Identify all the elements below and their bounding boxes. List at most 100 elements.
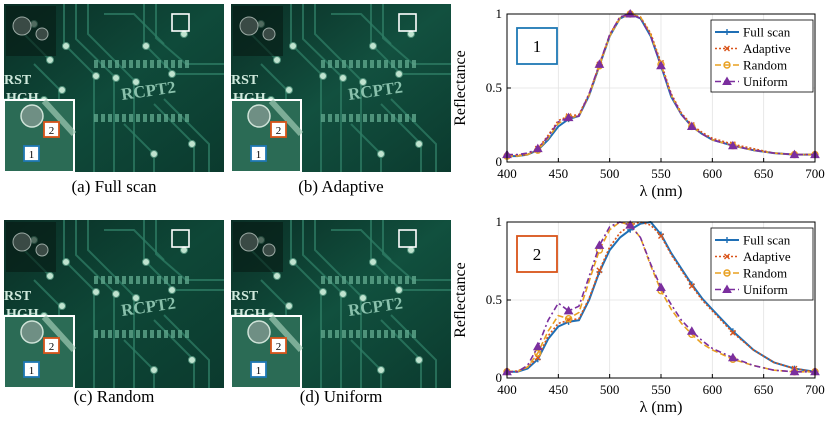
pcb-trace bbox=[290, 4, 322, 172]
x-tick-label: 550 bbox=[651, 382, 671, 397]
ic-pad bbox=[115, 114, 119, 122]
ic-pad bbox=[391, 114, 395, 122]
zoom-inset: 21 bbox=[4, 98, 77, 172]
silk-rst: RST bbox=[4, 289, 32, 304]
silk-rst: RST bbox=[231, 289, 259, 304]
ic-pad bbox=[143, 330, 147, 338]
ic-pad bbox=[150, 276, 154, 284]
x-tick-label: 450 bbox=[549, 166, 569, 181]
marker-1-box bbox=[23, 361, 40, 378]
pcb-via bbox=[359, 294, 367, 302]
legend-label: Uniform bbox=[743, 282, 788, 297]
y-axis-label: Reflectance bbox=[452, 50, 469, 126]
x-tick-label: 500 bbox=[600, 166, 620, 181]
region-badge bbox=[516, 235, 558, 273]
ic-pad bbox=[157, 276, 161, 284]
pcb-trace bbox=[63, 4, 95, 172]
x-tick-label: 700 bbox=[805, 166, 825, 181]
legend-marker bbox=[724, 45, 730, 52]
ic-pad bbox=[321, 60, 325, 68]
ic-pad bbox=[363, 276, 367, 284]
ic-pad bbox=[398, 276, 402, 284]
series-line-uniform bbox=[507, 13, 815, 156]
series-line-full-scan bbox=[507, 221, 816, 373]
x-tick-label: 600 bbox=[703, 166, 723, 181]
ic-pad bbox=[101, 60, 105, 68]
pcb-via bbox=[395, 70, 403, 78]
ic-pad bbox=[384, 60, 388, 68]
ic-pad bbox=[157, 60, 161, 68]
inset-via bbox=[20, 104, 44, 128]
connector-pin bbox=[239, 232, 259, 252]
ic-pad bbox=[136, 114, 140, 122]
pcb-trace bbox=[302, 220, 342, 388]
ic-pad bbox=[342, 114, 346, 122]
connector-pin bbox=[262, 27, 276, 41]
pcb-via bbox=[142, 258, 150, 266]
inset-trace bbox=[268, 98, 304, 137]
ic-pad bbox=[391, 330, 395, 338]
charts-svg: 400 450 500 550 600 650 700 0 0.5 1 λ (nm) Reflecta… bbox=[452, 6, 825, 416]
ic-pad bbox=[398, 330, 402, 338]
legend-label: Full scan bbox=[743, 25, 791, 40]
pcb-trace bbox=[290, 220, 322, 388]
ic-pad bbox=[405, 114, 409, 122]
pcb-via bbox=[188, 356, 196, 364]
pcb-via bbox=[62, 42, 70, 50]
legend-label: Adaptive bbox=[743, 249, 791, 264]
ic-pad bbox=[328, 330, 332, 338]
panel-random: RCPT2 RST HGH 2 1 bbox=[4, 220, 224, 388]
y-tick-label: 1 bbox=[496, 214, 503, 229]
ic-pad bbox=[384, 276, 388, 284]
ic-pad bbox=[115, 330, 119, 338]
chart-1: 400 450 500 550 600 650 700 0 0.5 1 λ (nm) Reflecta… bbox=[452, 6, 825, 200]
zoom-inset: 21 bbox=[231, 98, 304, 172]
legend-marker bbox=[724, 237, 730, 243]
pcb-via bbox=[92, 72, 100, 80]
pcb-via bbox=[46, 56, 54, 64]
pcb-trace bbox=[87, 4, 135, 172]
x-tick-label: 550 bbox=[651, 166, 671, 181]
ic-pad bbox=[122, 330, 126, 338]
ic-pad bbox=[129, 276, 133, 284]
ic-pad bbox=[178, 276, 182, 284]
reflectance-charts: 400 450 500 550 600 650 700 0 0.5 1 λ (nm) Reflecta… bbox=[452, 0, 830, 430]
pcb-trace bbox=[87, 220, 135, 388]
zoom-inset: 21 bbox=[4, 314, 77, 388]
ic-pad bbox=[122, 60, 126, 68]
series-point-adaptive bbox=[729, 329, 736, 336]
pcb-via bbox=[273, 56, 281, 64]
ic-pad bbox=[356, 330, 360, 338]
pcb-via bbox=[188, 140, 196, 148]
ic-pad bbox=[115, 60, 119, 68]
legend-label: Full scan bbox=[743, 233, 791, 248]
pcb-via bbox=[285, 86, 293, 94]
pcb-via bbox=[58, 86, 66, 94]
series-point-adaptive bbox=[688, 282, 695, 289]
inset-trace bbox=[41, 314, 77, 353]
ic-pad bbox=[363, 330, 367, 338]
pcb-via bbox=[319, 288, 327, 296]
ic-pad bbox=[164, 276, 168, 284]
ic-pad bbox=[164, 114, 168, 122]
pcb-via bbox=[415, 356, 423, 364]
pcb-trace bbox=[75, 220, 115, 388]
ic-pad bbox=[143, 276, 147, 284]
series-point-uniform bbox=[532, 143, 543, 153]
pcb-via bbox=[377, 150, 385, 158]
legend-label: Random bbox=[743, 266, 787, 281]
ic-pad bbox=[94, 330, 98, 338]
series-point-uniform bbox=[563, 112, 574, 122]
ic-pad bbox=[412, 330, 416, 338]
ic-pad bbox=[384, 114, 388, 122]
ic-pad bbox=[94, 114, 98, 122]
zoom-region-box bbox=[398, 229, 417, 248]
pcb-via bbox=[112, 290, 120, 298]
marker-2-box bbox=[270, 121, 287, 138]
ic-pad bbox=[398, 60, 402, 68]
legend-marker bbox=[724, 253, 730, 260]
ic-pad bbox=[143, 114, 147, 122]
ic-pad bbox=[185, 114, 189, 122]
ic-pad bbox=[108, 276, 112, 284]
